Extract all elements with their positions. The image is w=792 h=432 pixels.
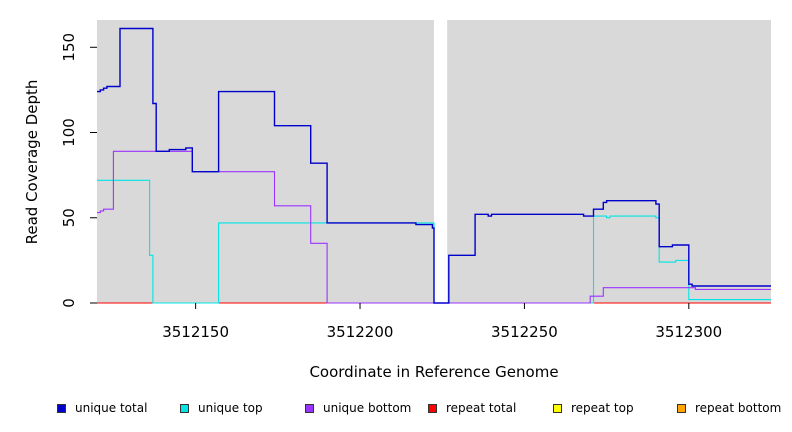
- y-axis-title: Read Coverage Depth: [23, 80, 41, 245]
- x-tick-label: 3512200: [327, 323, 394, 341]
- legend-label: repeat top: [571, 401, 634, 415]
- legend-label: repeat bottom: [695, 401, 782, 415]
- y-tick-label: 0: [60, 298, 78, 308]
- series-line-unique-bottom: [97, 150, 771, 304]
- legend-swatch: [428, 403, 437, 413]
- series-line-unique-total: [97, 27, 771, 304]
- legend-item-unique-top: unique top: [180, 401, 263, 415]
- legend-item-repeat-bottom: repeat bottom: [677, 401, 781, 415]
- series-line-unique-top: [97, 179, 771, 304]
- legend-item-unique-bottom: unique bottom: [305, 401, 411, 415]
- legend-swatch: [553, 403, 562, 413]
- x-tick-label: 3512300: [655, 323, 722, 341]
- legend-swatch: [57, 403, 66, 413]
- legend-swatch: [305, 403, 314, 413]
- y-tick-label: 50: [60, 208, 78, 227]
- legend: unique total unique top unique bottom repea…: [0, 401, 792, 417]
- series-layer: [97, 27, 771, 304]
- legend-swatch: [180, 403, 189, 413]
- legend-label: unique total: [75, 401, 148, 415]
- x-tick-label: 3512250: [491, 323, 558, 341]
- x-tick-label: 3512150: [162, 323, 229, 341]
- legend-label: repeat total: [446, 401, 517, 415]
- legend-item-repeat-total: repeat total: [428, 401, 516, 415]
- legend-label: unique bottom: [323, 401, 412, 415]
- coverage-chart: 0 50 100 150 3512150 3512200 3512250 3512300 Co…: [23, 20, 771, 381]
- axes: 0 50 100 150 3512150 3512200 3512250 3512300: [60, 33, 722, 341]
- plot-panel-left: [97, 20, 434, 303]
- plot-panel-right: [447, 20, 771, 303]
- y-tick-label: 150: [60, 33, 78, 62]
- y-tick-label: 100: [60, 118, 78, 147]
- legend-label: unique top: [198, 401, 263, 415]
- legend-swatch: [677, 403, 686, 413]
- x-axis-title: Coordinate in Reference Genome: [309, 363, 558, 381]
- legend-item-repeat-top: repeat top: [553, 401, 634, 415]
- legend-item-unique-total: unique total: [57, 401, 147, 415]
